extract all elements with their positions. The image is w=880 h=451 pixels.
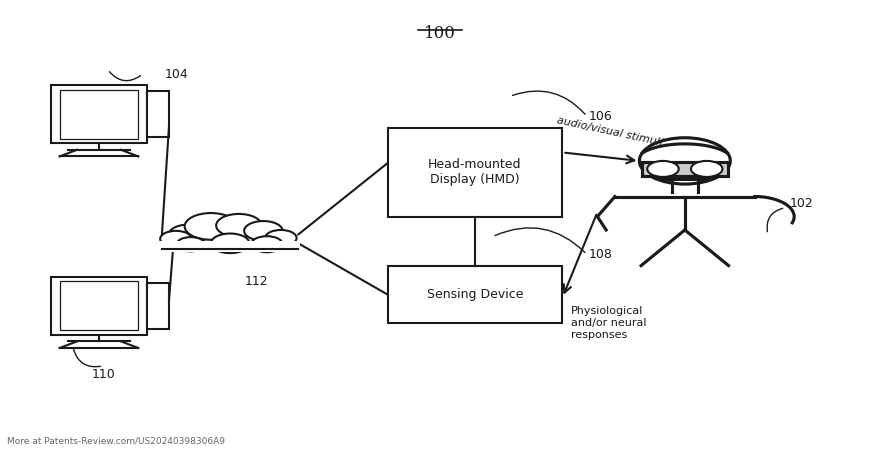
Circle shape: [211, 234, 249, 253]
Circle shape: [251, 236, 282, 252]
Text: 112: 112: [245, 275, 268, 288]
Circle shape: [185, 213, 237, 240]
Circle shape: [160, 231, 192, 247]
Text: Sensing Device: Sensing Device: [427, 288, 524, 301]
Text: More at Patents-Review.com/US20240398306A9: More at Patents-Review.com/US20240398306…: [7, 437, 225, 446]
Text: 106: 106: [589, 110, 612, 123]
Circle shape: [169, 225, 208, 244]
Text: 104: 104: [165, 68, 188, 81]
Circle shape: [244, 221, 282, 241]
Bar: [51, 85, 147, 143]
Bar: [160, 235, 300, 252]
Circle shape: [265, 230, 297, 246]
Bar: [60, 90, 138, 138]
Bar: [387, 128, 562, 216]
Text: Head-mounted
Display (HMD): Head-mounted Display (HMD): [429, 158, 522, 186]
Text: Physiological
and/or neural
responses: Physiological and/or neural responses: [571, 306, 647, 340]
Bar: [642, 162, 728, 175]
Bar: [147, 91, 169, 137]
Circle shape: [648, 161, 678, 177]
Circle shape: [691, 161, 722, 177]
Text: 108: 108: [589, 248, 612, 261]
Text: audio/visual stimuli: audio/visual stimuli: [556, 115, 664, 148]
Text: 100: 100: [424, 25, 456, 42]
Bar: [387, 266, 562, 323]
Circle shape: [216, 214, 261, 237]
Circle shape: [177, 237, 205, 251]
Bar: [60, 281, 138, 330]
Bar: [160, 241, 300, 252]
Text: 102: 102: [789, 197, 813, 210]
Bar: [51, 277, 147, 335]
Text: 110: 110: [92, 368, 115, 381]
Bar: [147, 282, 169, 329]
